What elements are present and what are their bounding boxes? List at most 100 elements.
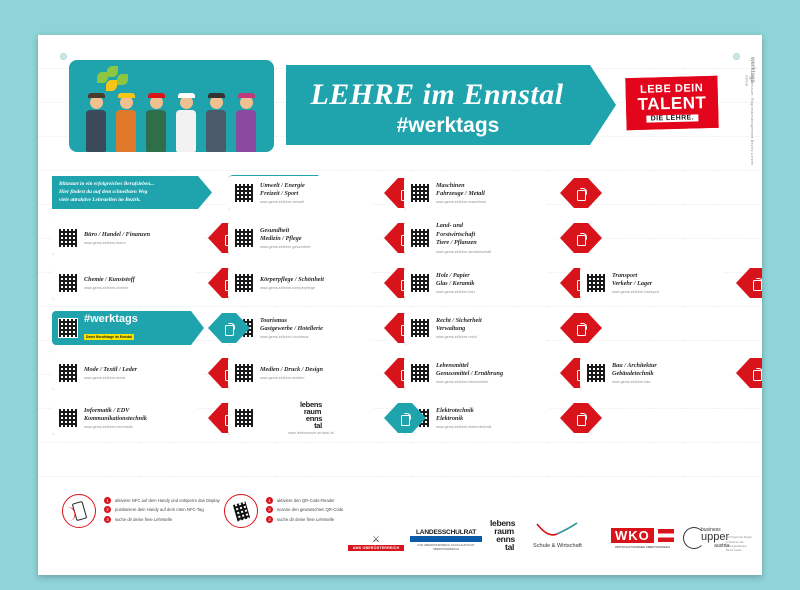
werktags-card[interactable]: #werktags Deine Berufstage im Ennstal xyxy=(52,311,204,345)
partner-logo-schule-wirtschaft: Schule & Wirtschaft xyxy=(533,522,582,549)
nfc-tag-badge[interactable] xyxy=(736,268,762,298)
qr-code-icon[interactable] xyxy=(58,408,78,428)
lre-line-4: tal xyxy=(505,541,515,552)
lebensraum-logo: lebens raum enns tal xyxy=(300,399,323,431)
category-label: Umwelt / Energie Freizeit / Sport xyxy=(260,181,305,197)
werktags-sublabel: Deine Berufstage im Ennstal xyxy=(86,334,132,339)
lebensraum-tile[interactable]: lebens raum enns tal www.lebensraum-ennstal.… xyxy=(228,401,426,435)
lsr-bar xyxy=(410,535,482,542)
nfc-tag-badge[interactable] xyxy=(384,403,426,433)
category-url: www.gems.at/lehre-landwirtschaft xyxy=(436,249,492,254)
category-card[interactable]: Land- und Forstwirtschaft Tiere / Pflanz… xyxy=(404,221,556,255)
partner-logo-landesschulrat: LANDESSCHULRAT FÜR OBERÖSTERREICH SCHULA… xyxy=(410,529,482,551)
category-label: Land- und Forstwirtschaft Tiere / Pflanz… xyxy=(436,222,477,247)
category-tile[interactable]: Mode / Textil / Leder www.gems.at/lehre-m… xyxy=(52,356,250,390)
category-tile[interactable]: Körperpflege / Schönheit www.gems.at/lehr… xyxy=(228,266,426,300)
poster-header: LEHRE im Ennstal #werktags LEBE DEIN TAL… xyxy=(38,35,762,170)
category-card[interactable]: Tourismus Gastgewerbe / Hotellerie www.ge… xyxy=(228,311,380,345)
category-tile[interactable]: Maschinen Fahrzeuge / Metall www.gems.at/… xyxy=(404,176,602,210)
category-tile[interactable]: Medien / Druck / Design www.gems.at/lehre… xyxy=(228,356,426,390)
nfc-tag-badge[interactable] xyxy=(560,403,602,433)
poster: LEHRE im Ennstal #werktags LEBE DEIN TAL… xyxy=(38,35,762,575)
category-card[interactable]: Umwelt / Energie Freizeit / Sport www.gem… xyxy=(228,176,380,210)
qr-code-icon[interactable] xyxy=(586,273,606,293)
category-tile[interactable]: Holz / Papier Glas / Keramik www.gems.at/… xyxy=(404,266,602,300)
qr-code-icon[interactable] xyxy=(410,363,430,383)
illustration-people xyxy=(69,60,274,152)
person-figure xyxy=(235,93,257,152)
category-card[interactable]: Lebensmittel Genussmittel / Ernährung www… xyxy=(404,356,556,390)
category-tile[interactable]: Tourismus Gastgewerbe / Hotellerie www.ge… xyxy=(228,311,426,345)
qr-code-icon[interactable] xyxy=(58,363,78,383)
category-url: www.gems.at/lehre-maschinen xyxy=(436,200,487,205)
category-tile[interactable]: Bau / Architektur Gebäudetechnik www.gems… xyxy=(580,356,762,390)
category-url: www.gems.at/lehre-holz xyxy=(436,290,476,295)
qr-code-icon[interactable] xyxy=(410,318,430,338)
upper-line1: business xyxy=(701,527,721,534)
category-card[interactable]: Transport Verkehr / Lager www.gems.at/leh… xyxy=(580,266,732,300)
qr-code-icon[interactable] xyxy=(234,183,254,203)
qr-code-icon[interactable] xyxy=(410,228,430,248)
werktags-tile[interactable]: #werktags Deine Berufstage im Ennstal xyxy=(52,311,250,345)
category-tile[interactable]: Lebensmittel Genussmittel / Ernährung www… xyxy=(404,356,602,390)
category-tile[interactable]: Chemie / Kunststoff www.gems.at/lehre-che… xyxy=(52,266,250,300)
qr-code-icon[interactable] xyxy=(234,408,254,428)
category-url: www.gems.at/lehre-recht xyxy=(436,335,477,340)
category-card[interactable]: Gesundheit Medizin / Pflege www.gems.at/l… xyxy=(228,221,380,255)
category-card[interactable]: Maschinen Fahrzeuge / Metall www.gems.at/… xyxy=(404,176,556,210)
category-card[interactable]: Elektrotechnik Elektronik www.gems.at/leh… xyxy=(404,401,556,435)
category-card[interactable]: Medien / Druck / Design www.gems.at/lehre… xyxy=(228,356,380,390)
category-tile[interactable]: Umwelt / Energie Freizeit / Sport www.gem… xyxy=(228,176,426,210)
list-item: 2 positioniere dein Handy auf dem roten N… xyxy=(104,506,220,514)
category-card[interactable]: Recht / Sicherheit Verwaltung www.gems.at… xyxy=(404,311,556,345)
category-card[interactable]: Holz / Papier Glas / Keramik www.gems.at/… xyxy=(404,266,556,300)
category-card[interactable]: Chemie / Kunststoff www.gems.at/lehre-che… xyxy=(52,266,204,300)
qr-code-icon[interactable] xyxy=(58,228,78,248)
category-card[interactable]: Körperpflege / Schönheit www.gems.at/lehr… xyxy=(228,266,380,300)
category-tile[interactable]: Land- und Forstwirtschaft Tiere / Pflanz… xyxy=(404,221,602,255)
category-url: www.gems.at/lehre-tourismus xyxy=(260,335,309,340)
category-label: Informatik / EDV Kommunikationstechnik xyxy=(84,406,147,422)
category-url: www.gems.at/lehre-koerperpflege xyxy=(260,286,316,291)
nfc-icon xyxy=(576,413,587,424)
poster-footer: 1 aktiviere NFC auf dem Handy und entsper… xyxy=(38,480,762,575)
page-title: LEHRE im Ennstal xyxy=(310,78,564,111)
nfc-tag-badge[interactable] xyxy=(736,358,762,388)
nfc-tag-badge[interactable] xyxy=(560,313,602,343)
step-text: positioniere dein Handy auf dem roten NF… xyxy=(115,507,204,513)
step-number: 2 xyxy=(266,506,273,514)
nfc-tag-badge[interactable] xyxy=(560,223,602,253)
list-item: 2 scanne den gewünschten QR-Code xyxy=(266,506,343,514)
nfc-tag-badge[interactable] xyxy=(208,313,250,343)
lebensraum-card[interactable]: lebens raum enns tal www.lebensraum-ennstal.… xyxy=(228,401,380,435)
category-tile[interactable]: Transport Verkehr / Lager www.gems.at/leh… xyxy=(580,266,762,300)
qr-code-icon[interactable] xyxy=(586,363,606,383)
partner-logo-lebensraum: lebens raum enns tal xyxy=(490,518,515,552)
qr-code-icon[interactable] xyxy=(234,228,254,248)
lebensraum-url: www.lebensraum-ennstal.at xyxy=(288,431,334,436)
qr-code-icon[interactable] xyxy=(410,273,430,293)
category-card[interactable]: Bau / Architektur Gebäudetechnik www.gems… xyxy=(580,356,732,390)
nfc-icon xyxy=(576,188,587,199)
category-label: Maschinen Fahrzeuge / Metall xyxy=(436,181,485,197)
category-tile[interactable]: Elektrotechnik Elektronik www.gems.at/leh… xyxy=(404,401,602,435)
partner-logo-upper-austria: business upper austria xyxy=(683,527,729,549)
category-tile[interactable]: Informatik / EDV Kommunikationstechnik ww… xyxy=(52,401,250,435)
category-tile[interactable]: Recht / Sicherheit Verwaltung www.gems.at… xyxy=(404,311,602,345)
category-card[interactable]: Büro / Handel / Finanzen www.gems.at/lehr… xyxy=(52,221,204,255)
qr-code-icon[interactable] xyxy=(234,273,254,293)
category-label: Transport Verkehr / Lager xyxy=(612,271,653,287)
category-card[interactable]: Mode / Textil / Leder www.gems.at/lehre-m… xyxy=(52,356,204,390)
qr-code-icon[interactable] xyxy=(58,318,78,338)
category-url: www.gems.at/lehre-lebensmittel xyxy=(436,380,489,385)
partner-logo-ams: ⚔ AMS OBERÖSTERREICH xyxy=(348,534,404,551)
qr-code-icon[interactable] xyxy=(234,363,254,383)
category-tile[interactable]: Büro / Handel / Finanzen www.gems.at/lehr… xyxy=(52,221,250,255)
category-card[interactable]: Informatik / EDV Kommunikationstechnik ww… xyxy=(52,401,204,435)
nfc-tag-badge[interactable] xyxy=(560,178,602,208)
list-item: 1 aktiviere den QR-Code-Reader xyxy=(266,496,343,504)
qr-code-icon[interactable] xyxy=(58,273,78,293)
category-tile[interactable]: Gesundheit Medizin / Pflege www.gems.at/l… xyxy=(228,221,426,255)
qr-code-icon[interactable] xyxy=(410,183,430,203)
category-label: Mode / Textil / Leder xyxy=(84,365,138,373)
